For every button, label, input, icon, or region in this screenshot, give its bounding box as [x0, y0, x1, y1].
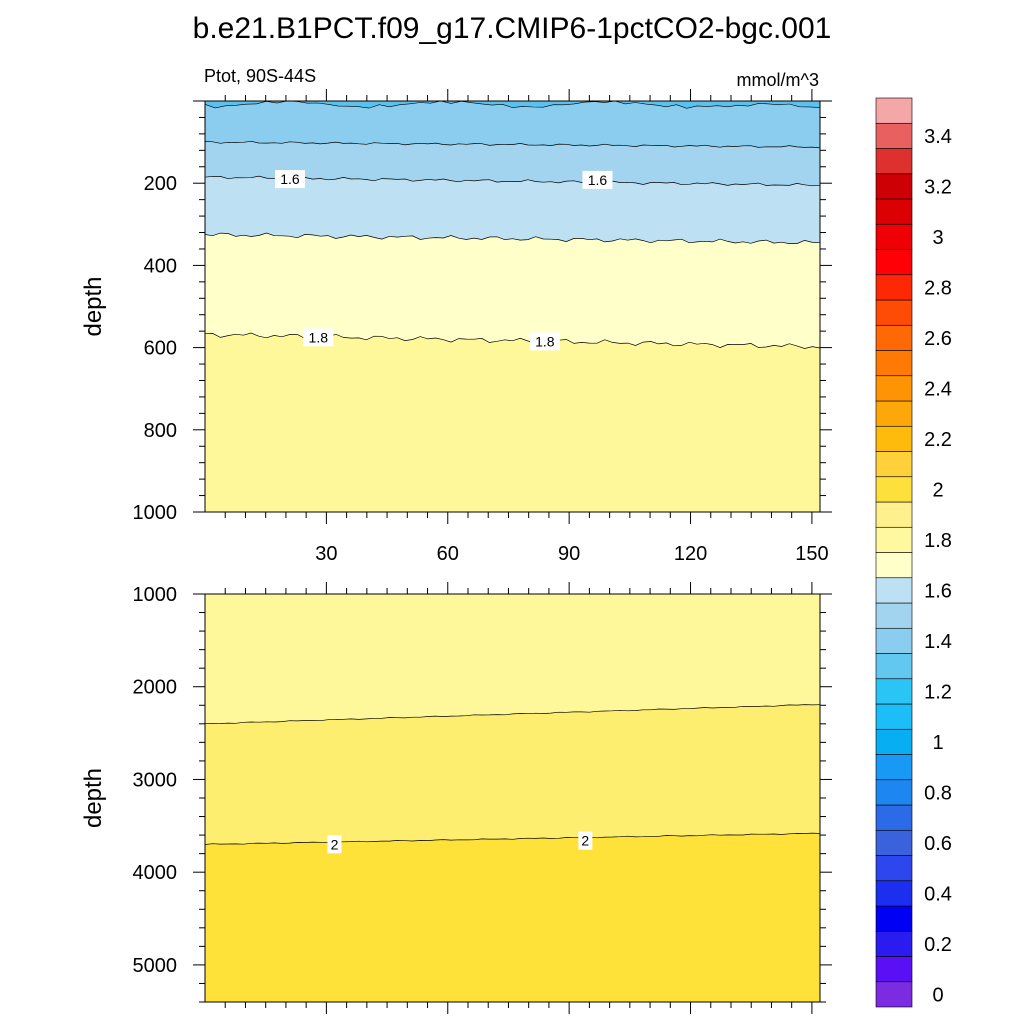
- colorbar-box: [875, 552, 913, 579]
- colorbar-box: [875, 97, 913, 124]
- colorbar-box: [875, 324, 913, 351]
- colorbar-box: [875, 653, 913, 680]
- colorbar-label: 1.2: [924, 681, 952, 703]
- colorbar-box: [875, 526, 913, 553]
- y-tick-label: 600: [144, 338, 177, 360]
- contour-label-bg: [529, 332, 560, 351]
- y-tick-label: 400: [144, 255, 177, 277]
- surface-band: [205, 101, 820, 109]
- colorbar-box: [875, 855, 913, 882]
- colorbar-box: [875, 425, 913, 452]
- y-tick-label: 4000: [133, 862, 178, 884]
- colorbar-label: 3.2: [924, 176, 952, 198]
- colorbar-label: 1.6: [924, 580, 952, 602]
- colorbar-box: [875, 602, 913, 629]
- colorbar-box: [875, 148, 913, 175]
- colorbar-box: [875, 451, 913, 478]
- y-tick-label: 3000: [133, 769, 178, 791]
- contour-label: 2: [581, 833, 589, 849]
- y-tick-label: 800: [144, 420, 177, 442]
- colorbar-box: [875, 173, 913, 200]
- bottom-panel: 2 2 1000 2000 3000 4000 5000 depth: [80, 582, 832, 1014]
- colorbar-box: [875, 501, 913, 528]
- colorbar-label: 2.4: [924, 378, 952, 400]
- colorbar-label: 2.8: [924, 277, 952, 299]
- colorbar-box: [875, 754, 913, 781]
- colorbar-box: [875, 249, 913, 276]
- colorbar-box: [875, 476, 913, 503]
- contour-label-bg: [582, 170, 613, 189]
- colorbar-box: [875, 956, 913, 983]
- contour-label: 2: [331, 836, 339, 852]
- contour-band: [205, 101, 820, 148]
- colorbar-box: [875, 375, 913, 402]
- colorbar-box: [875, 299, 913, 326]
- y-tick-label: 5000: [133, 955, 178, 977]
- colorbar-box: [875, 627, 913, 654]
- colorbar-label: 1.8: [924, 530, 952, 552]
- colorbar-label: 3.4: [924, 126, 952, 148]
- x-tick-label: 150: [795, 543, 828, 565]
- colorbar-box: [875, 981, 913, 1008]
- colorbar-label: 2: [932, 479, 943, 501]
- colorbar-label: 2.6: [924, 328, 952, 350]
- contour-label-bg: [274, 170, 305, 189]
- colorbar-label: 0: [932, 984, 943, 1006]
- contour-line: [205, 140, 820, 149]
- colorbar-box: [875, 930, 913, 957]
- colorbar-box: [875, 198, 913, 225]
- contour-line: [205, 232, 820, 244]
- colorbar-box: [875, 728, 913, 755]
- units-label: mmol/m^3: [737, 70, 819, 90]
- colorbar-label: 1.4: [924, 631, 952, 653]
- region-label: Ptot, 90S-44S: [204, 66, 316, 86]
- colorbar-box: [875, 804, 913, 831]
- colorbar-box: [875, 350, 913, 377]
- top-panel: 1.6 1.6 1.8 1.8 30 60 90 120 150 200 400 600 800 1000…: [80, 89, 832, 565]
- colorbar-box: [875, 678, 913, 705]
- colorbar-box: [875, 703, 913, 730]
- colorbar-box: [875, 905, 913, 932]
- contour-label: 1.6: [280, 171, 300, 187]
- y-tick-label: 200: [144, 173, 177, 195]
- colorbar-label: 0.6: [924, 833, 952, 855]
- contour-label: 1.8: [535, 333, 555, 349]
- colorbar-box: [875, 577, 913, 604]
- y-axis-label: depth: [80, 768, 107, 828]
- x-tick-label: 60: [437, 543, 459, 565]
- y-tick-label: 2000: [133, 677, 178, 699]
- y-tick-label: 1000: [133, 502, 178, 524]
- colorbar-label: 0.8: [924, 782, 952, 804]
- contour-label-bg: [578, 831, 593, 850]
- colorbar-box: [875, 779, 913, 806]
- colorbar: 0 0.2 0.4 0.6 0.8 1 1.2 1.4 1.6 1.8 2 2.2 2.4 2.6 2.8 3…: [875, 97, 952, 1008]
- colorbar-label: 1: [932, 732, 943, 754]
- x-tick-label: 120: [674, 543, 707, 565]
- y-tick-label: 1000: [133, 584, 178, 606]
- contour-band: [205, 594, 820, 724]
- colorbar-label: 2.2: [924, 429, 952, 451]
- x-tick-label: 30: [315, 543, 337, 565]
- colorbar-box: [875, 880, 913, 907]
- colorbar-box: [875, 829, 913, 856]
- contour-label-bg: [303, 328, 334, 347]
- colorbar-label: 0.2: [924, 934, 952, 956]
- contour-label: 1.6: [588, 172, 608, 188]
- colorbar-box: [875, 122, 913, 149]
- contour-label: 1.8: [309, 329, 329, 345]
- colorbar-label: 3: [932, 227, 943, 249]
- y-axis-label: depth: [80, 276, 107, 336]
- x-tick-label: 90: [558, 543, 580, 565]
- contour-line: [205, 704, 820, 724]
- colorbar-box: [875, 274, 913, 301]
- plot-frame: [204, 100, 821, 513]
- contour-line: [205, 175, 820, 187]
- contour-line: [205, 832, 820, 845]
- colorbar-box: [875, 223, 913, 250]
- contour-label-bg: [327, 835, 342, 854]
- colorbar-box: [875, 400, 913, 427]
- colorbar-label: 0.4: [924, 883, 952, 905]
- figure-title: b.e21.B1PCT.f09_g17.CMIP6-1pctCO2-bgc.00…: [193, 12, 832, 45]
